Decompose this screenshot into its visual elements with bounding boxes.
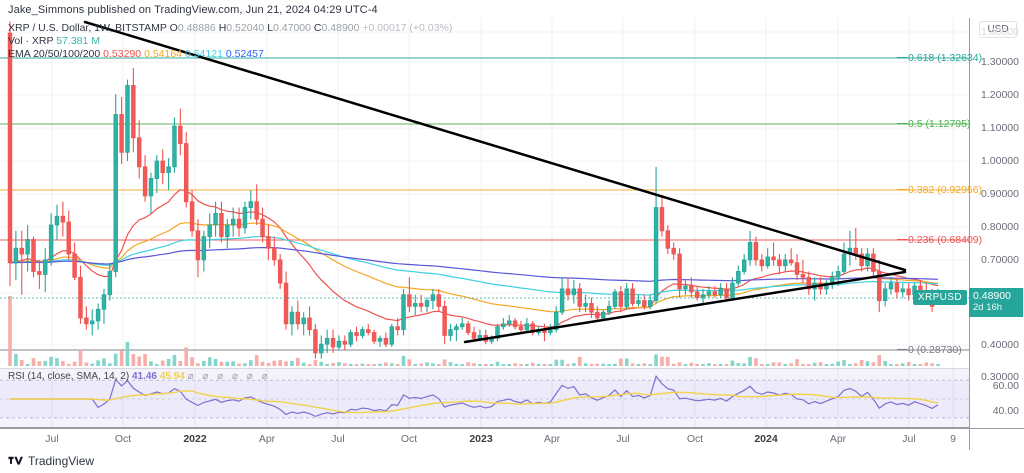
current-price-badge[interactable]: 0.48900 2d 16h [969,287,1023,317]
rsi-axis-tick: 40.00 [992,405,1019,417]
rsi-canvas [0,369,969,427]
time-axis-label: 9 [950,433,956,445]
ema-20-line [9,189,939,328]
price-axis-tick: 1.30000 [981,56,1019,68]
time-axis-label: 2023 [469,433,493,445]
time-axis-label: Jul [616,433,630,445]
ema-200-line [9,247,939,282]
time-axis[interactable]: Jul Oct 2022 Apr Jul Oct 2023 Apr Jul Oct 2024 Apr J… [0,428,969,450]
time-axis-label: 2024 [754,433,778,445]
rsi-axis-tick: 60.00 [992,380,1019,392]
price-axis-tick: 0.40000 [981,339,1019,351]
price-axis-tick: 1.00000 [981,155,1019,167]
footer-brand[interactable]: TradingView [8,454,94,468]
price-axis-tick: 1.10000 [981,122,1019,134]
candlestick-series [7,21,941,359]
time-axis-label: Oct [686,433,704,445]
ema-50-line [9,222,939,313]
time-axis-label: Apr [258,433,276,445]
price-chart-pane[interactable] [0,18,969,368]
fibonacci-levels [0,57,969,351]
tradingview-brand-label: TradingView [28,454,95,468]
ascending-support [463,270,907,344]
time-axis-label: Oct [400,433,418,445]
chart-gridlines [0,18,969,368]
time-axis-label: Oct [114,433,132,445]
time-axis-label: 2022 [183,433,207,445]
price-axis[interactable]: USD 1.40000 1.30000 1.20000 1.10000 1.00000 0… [969,18,1024,428]
time-axis-label: Apr [829,433,847,445]
price-axis-tick: 0.90000 [981,188,1019,200]
time-axis-label: Jul [331,433,345,445]
price-axis-tick: 0.80000 [981,221,1019,233]
current-price-value: 0.48900 [973,289,1011,302]
rsi-pane[interactable] [0,368,969,428]
symbol-price-tag: XRPUSD [912,289,967,305]
time-axis-corner [969,428,1024,450]
time-axis-label: Jul [902,433,916,445]
published-by-line: Jake_Simmons published on TradingView.co… [8,4,378,16]
price-chart-canvas [0,18,969,368]
price-axis-tick: 0.70000 [981,254,1019,266]
time-axis-label: Apr [543,433,561,445]
price-axis-tick: 1.20000 [981,89,1019,101]
tradingview-logo-icon [8,456,23,465]
bar-countdown: 2d 16h [973,301,1003,313]
price-axis-tick: 1.40000 [981,26,1019,38]
volume-histogram [8,296,940,366]
currency-unit-badge[interactable]: USD [979,21,1017,38]
rsi-sma-line [10,390,939,414]
ema-100-line [9,236,939,296]
descending-resistance [83,20,907,272]
time-axis-label: Jul [45,433,59,445]
price-axis-tick: 0.30000 [981,371,1019,383]
